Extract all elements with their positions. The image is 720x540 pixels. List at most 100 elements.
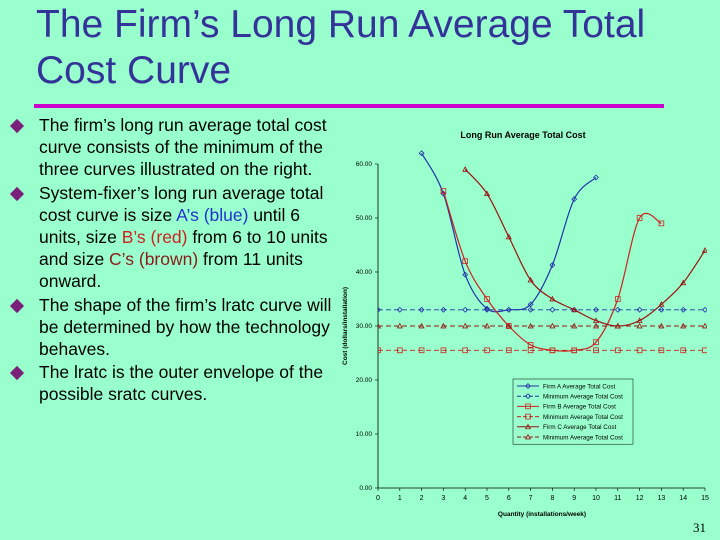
series-point-3 <box>527 347 534 354</box>
x-tick-label: 13 <box>658 495 666 502</box>
legend-swatch-marker <box>525 393 531 400</box>
series-point-5 <box>527 322 534 329</box>
series-point-3 <box>505 347 512 354</box>
chart-legend: Firm A Average Total Cost Minimum Average… <box>512 378 634 445</box>
series-point-0 <box>440 190 447 197</box>
series-point-2 <box>658 220 665 227</box>
series-point-3 <box>484 347 490 354</box>
legend-swatch-marker <box>525 413 531 420</box>
series-point-2 <box>527 342 534 348</box>
bullet-text-run: until 6 units, size <box>39 204 301 248</box>
series-line-2 <box>442 190 662 352</box>
series-point-1 <box>658 306 665 313</box>
bullet-text: System-fixer’s long run average total co… <box>39 182 336 293</box>
series-point-3 <box>549 347 556 354</box>
series-point-3 <box>702 347 707 354</box>
legend-label: Minimum Average Total Cost <box>543 414 623 421</box>
series-point-5 <box>592 322 600 329</box>
x-tick-label: 5 <box>485 495 489 502</box>
bullet-diamond-icon <box>9 186 25 201</box>
series-line-0 <box>421 152 597 313</box>
x-tick-label: 1 <box>398 495 402 502</box>
y-tick-label: 60.00 <box>356 161 373 168</box>
series-point-4 <box>658 301 665 307</box>
bullet-diamond-icon <box>9 298 25 313</box>
y-tick-label: 50.00 <box>356 215 373 222</box>
series-point-4 <box>527 276 534 283</box>
x-tick-label: 0 <box>376 495 380 502</box>
series-point-5 <box>701 322 707 329</box>
series-point-4 <box>680 279 687 286</box>
series-point-4 <box>571 306 578 313</box>
series-point-3 <box>378 347 381 354</box>
series-point-1 <box>505 306 512 313</box>
lratc-chart: Long Run Average Total Cost Cost (dollar… <box>342 130 709 518</box>
series-point-1 <box>593 306 599 313</box>
bullet-text: The lratc is the outer envelope of the p… <box>39 361 336 405</box>
y-tick-label: 20.00 <box>356 377 373 384</box>
bullet-text: The shape of the firm’s lratc curve will… <box>39 294 336 361</box>
y-tick-label: 10.00 <box>356 431 373 438</box>
series-point-4 <box>636 317 643 323</box>
legend-label: Minimum Average Total Cost <box>543 434 623 441</box>
x-tick-label: 6 <box>507 495 511 502</box>
series-point-3 <box>397 347 403 354</box>
series-point-0 <box>593 174 599 181</box>
series-point-1 <box>680 306 687 313</box>
x-tick-label: 11 <box>614 495 621 502</box>
series-point-1 <box>396 306 403 313</box>
slide-title: The Firm’s Long Run Average Total Cost C… <box>36 3 646 92</box>
series-line-4 <box>464 168 706 327</box>
chart-plot-area <box>378 150 707 354</box>
bullet-text-run: The firm’s long run average total cost c… <box>39 115 327 180</box>
bullet-diamond-icon <box>9 118 25 134</box>
series-point-3 <box>462 347 469 354</box>
series-point-4 <box>549 295 556 302</box>
x-tick-label: 9 <box>572 495 576 502</box>
x-tick-label: 2 <box>420 495 424 502</box>
series-point-5 <box>549 322 556 329</box>
series-point-3 <box>571 347 578 354</box>
legend-swatch-marker <box>524 423 532 430</box>
series-point-3 <box>418 347 425 354</box>
series-point-5 <box>440 322 447 329</box>
series-point-5 <box>505 322 512 329</box>
series-point-1 <box>484 306 490 313</box>
series-point-2 <box>484 296 490 302</box>
legend-label: Firm A Average Total Cost <box>543 383 615 390</box>
bullet-text-run: C’s (brown) <box>109 249 199 270</box>
bullet-text-run: B’s (red) <box>121 227 188 248</box>
series-point-5 <box>483 322 491 329</box>
series-point-5 <box>680 322 687 329</box>
bullet-item: The shape of the firm’s lratc curve will… <box>6 294 336 361</box>
series-point-1 <box>378 306 381 313</box>
series-point-1 <box>614 306 621 313</box>
bullet-text-run: from 6 to 10 units and size <box>39 227 328 270</box>
bullet-item: System-fixer’s long run average total co… <box>6 182 336 293</box>
bullet-text-run: System-fixer’s long run average total co… <box>39 182 324 225</box>
series-point-1 <box>527 306 534 313</box>
bullet-text: The firm’s long run average total cost c… <box>39 114 336 181</box>
series-point-3 <box>593 347 599 354</box>
legend-swatch-marker <box>525 403 531 410</box>
chart-y-axis-label: Cost (dollars/installation) <box>342 287 349 365</box>
series-point-2 <box>636 215 643 221</box>
y-tick-label: 40.00 <box>356 269 373 276</box>
series-point-0 <box>484 305 490 312</box>
x-tick-label: 8 <box>550 495 554 502</box>
x-tick-label: 7 <box>529 495 533 502</box>
series-point-5 <box>658 322 665 329</box>
series-point-5 <box>418 322 425 329</box>
title-underline <box>34 104 664 108</box>
series-point-1 <box>549 306 556 313</box>
series-point-2 <box>593 339 599 346</box>
series-point-3 <box>440 347 447 354</box>
legend-label: Firm C Average Total Cost <box>543 424 617 431</box>
bullet-list: The firm’s long run average total cost c… <box>6 114 336 407</box>
series-point-1 <box>702 306 707 313</box>
series-point-0 <box>549 262 556 268</box>
page-number: 31 <box>693 520 706 535</box>
series-point-4 <box>483 190 491 197</box>
bullet-text-run: The shape of the firm’s lratc curve will… <box>39 294 332 360</box>
